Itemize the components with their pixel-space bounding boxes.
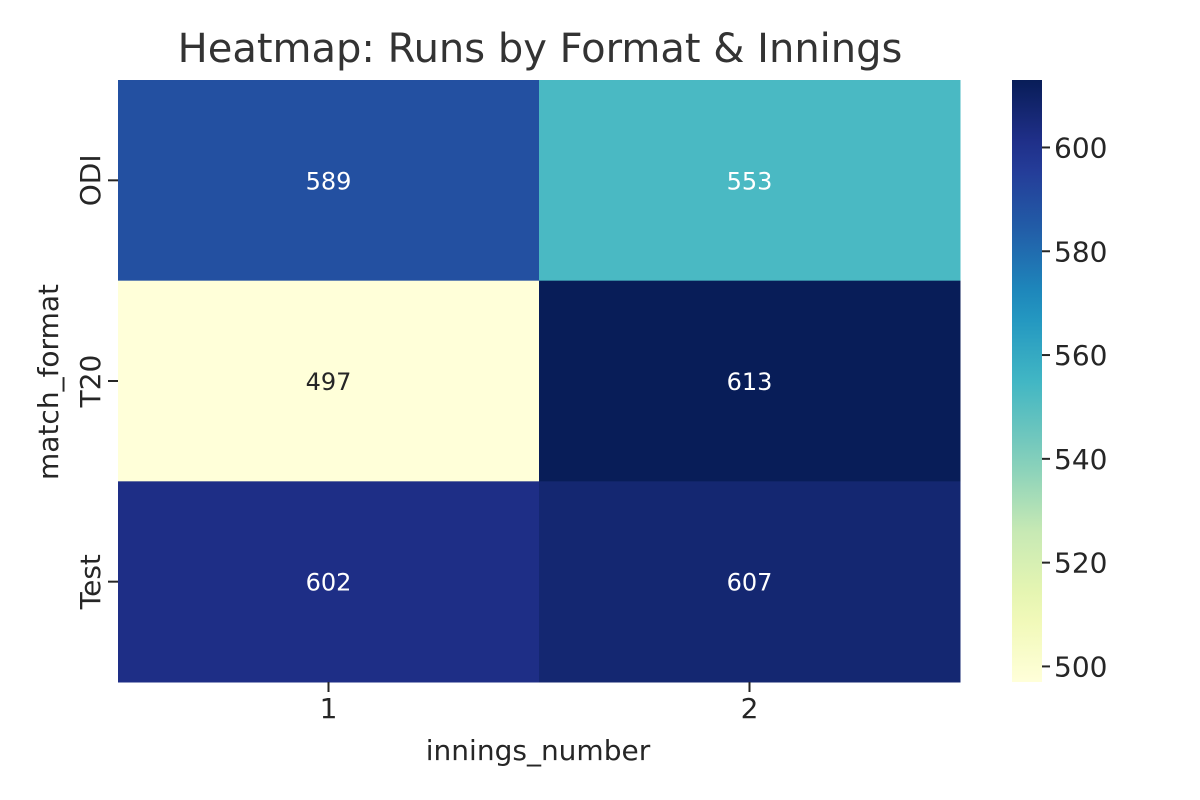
heatmap-cell [539, 280, 961, 482]
colorbar-tick-label: 600 [1054, 131, 1107, 164]
heatmap-cells [118, 80, 961, 683]
x-axis-label: innings_number [426, 734, 651, 767]
cell-value-label: 497 [306, 368, 352, 396]
heatmap-cell [118, 280, 540, 482]
cell-value-label: 553 [727, 167, 773, 195]
cell-annotations: 589 553 497 613 602 607 [306, 167, 773, 596]
y-axis-label: match_format [32, 284, 65, 480]
colorbar-gradient [1012, 80, 1042, 682]
colorbar-tick-label: 520 [1054, 547, 1107, 580]
cell-value-label: 607 [727, 569, 773, 597]
cell-value-label: 589 [306, 167, 352, 195]
y-tick-label: ODI [74, 154, 107, 206]
heatmap-cell [539, 481, 961, 683]
colorbar-tick-label: 500 [1054, 650, 1107, 683]
y-tick-label: Test [74, 554, 107, 610]
cell-value-label: 613 [727, 368, 773, 396]
colorbar-tick-label: 540 [1054, 443, 1107, 476]
x-tick-label: 1 [320, 692, 338, 725]
x-tick-label: 2 [741, 692, 759, 725]
y-axis: ODI T20 Test [74, 154, 118, 610]
colorbar-tick-label: 580 [1054, 235, 1107, 268]
colorbar-tick-label: 560 [1054, 339, 1107, 372]
y-tick-label: T20 [74, 355, 107, 409]
chart-title: Heatmap: Runs by Format & Innings [178, 26, 903, 72]
cell-value-label: 602 [306, 569, 352, 597]
colorbar: 500 520 540 560 580 600 [1012, 80, 1107, 683]
heatmap-cell [118, 80, 540, 282]
heatmap-cell [118, 481, 540, 683]
heatmap-cell [539, 80, 961, 282]
